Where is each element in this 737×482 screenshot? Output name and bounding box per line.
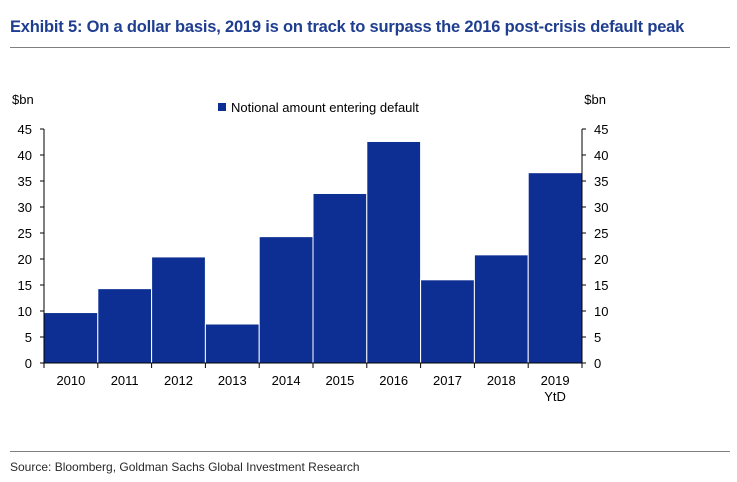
- bar-2015: [312, 192, 368, 364]
- y-tick-label-left: 20: [18, 252, 32, 267]
- y-tick-label-right: 15: [594, 278, 608, 293]
- bar-2011: [97, 288, 153, 364]
- legend: Notional amount entering default: [218, 100, 419, 115]
- x-tick-sublabel-2019: YtD: [544, 389, 566, 404]
- legend-label: Notional amount entering default: [231, 100, 419, 115]
- y-tick-label-left: 45: [18, 122, 32, 137]
- y-tick-label-left: 10: [18, 304, 32, 319]
- x-tick-label-2013: 2013: [218, 373, 247, 388]
- y-tick-label-right: 30: [594, 200, 608, 215]
- x-tick-label-2011: 2011: [111, 373, 139, 388]
- y-unit-label-left: $bn: [12, 92, 34, 107]
- x-tick-label-2012: 2012: [164, 373, 193, 388]
- y-tick-label-right: 45: [594, 122, 608, 137]
- y-tick-label-right: 25: [594, 226, 608, 241]
- x-tick-label-2010: 2010: [56, 373, 85, 388]
- x-tick-label-2017: 2017: [433, 373, 462, 388]
- y-tick-label-right: 40: [594, 148, 608, 163]
- bar-2012: [151, 256, 206, 364]
- legend-swatch: [218, 103, 226, 111]
- x-tick-label-2019: 2019: [541, 373, 570, 388]
- axes: 0 0 5 5 10 10 15 15 20 20 25 25 30 30 35 35 40 40 45 45 2010…: [18, 122, 609, 404]
- bar-chart: $bn $bn Notional amount entering default…: [12, 92, 609, 404]
- y-tick-label-left: 0: [25, 356, 32, 371]
- y-tick-label-left: 30: [18, 200, 32, 215]
- y-tick-label-left: 40: [18, 148, 32, 163]
- bar-2013: [204, 323, 260, 364]
- y-tick-label-right: 5: [594, 330, 601, 345]
- y-tick-label-right: 20: [594, 252, 608, 267]
- bars: [43, 140, 583, 364]
- x-tick-label-2016: 2016: [379, 373, 408, 388]
- source-note: Source: Bloomberg, Goldman Sachs Global …: [10, 460, 360, 474]
- bar-2014: [258, 236, 314, 364]
- y-tick-label-right: 0: [594, 356, 601, 371]
- chart-title: Exhibit 5: On a dollar basis, 2019 is on…: [10, 18, 685, 36]
- bar-2018: [473, 254, 529, 364]
- bottom-divider: [10, 451, 730, 452]
- y-tick-label-left: 15: [18, 278, 32, 293]
- x-tick-label-2015: 2015: [325, 373, 354, 388]
- top-divider: [10, 47, 730, 48]
- bar-2016: [366, 140, 422, 364]
- bar-2019: [527, 172, 583, 364]
- y-tick-label-left: 25: [18, 226, 32, 241]
- y-tick-label-right: 35: [594, 174, 608, 189]
- x-tick-label-2014: 2014: [272, 373, 301, 388]
- x-tick-label-2018: 2018: [487, 373, 516, 388]
- bar-2010: [43, 312, 99, 364]
- y-unit-label-right: $bn: [584, 92, 606, 107]
- y-tick-label-right: 10: [594, 304, 608, 319]
- bar-2017: [420, 279, 475, 364]
- y-tick-label-left: 5: [25, 330, 32, 345]
- y-tick-label-left: 35: [18, 174, 32, 189]
